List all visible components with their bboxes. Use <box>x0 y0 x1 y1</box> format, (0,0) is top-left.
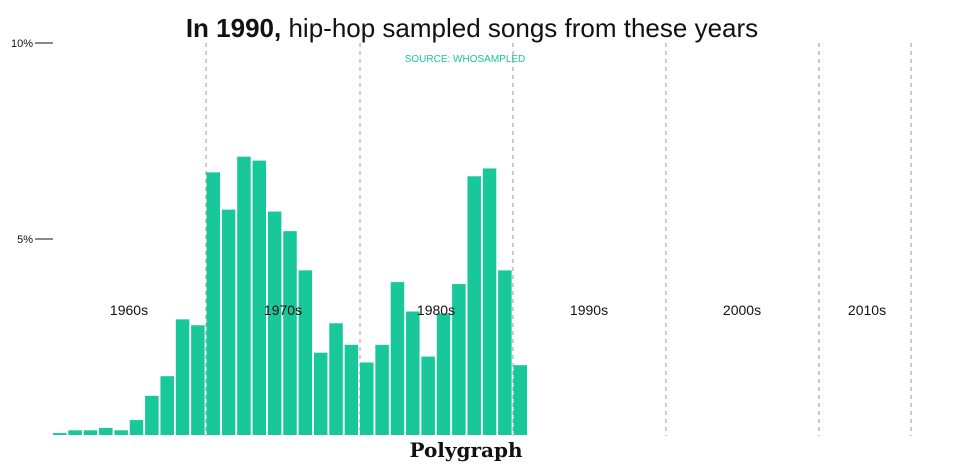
bar-1984 <box>421 356 435 435</box>
bar-1990 <box>513 365 527 435</box>
bar-1985 <box>436 313 451 435</box>
decade-divider-lines <box>205 43 912 436</box>
bar-1968 <box>175 319 190 435</box>
bar-1975 <box>283 231 297 435</box>
bar-1960 <box>53 433 67 435</box>
decade-labels: 1960s 1970s 1980s 1990s 2000s 2010s <box>110 302 886 318</box>
decade-label-1960: 1960s <box>110 302 148 318</box>
bar-1988 <box>482 168 497 435</box>
y-axis: 10% 5% <box>11 38 53 246</box>
decade-label-1980: 1980s <box>417 302 455 318</box>
bar-1977 <box>313 352 328 435</box>
bar-1972 <box>237 156 251 435</box>
bar-1987 <box>467 176 481 435</box>
bar-1963 <box>99 427 113 435</box>
bar-1962 <box>83 430 98 435</box>
bar-1965 <box>129 420 144 435</box>
bar-1967 <box>160 376 174 435</box>
bar-1980 <box>360 362 374 435</box>
bar-1974 <box>267 211 282 435</box>
bar-1971 <box>221 209 236 435</box>
bar-1969 <box>191 325 205 435</box>
decade-label-2000: 2000s <box>723 302 761 318</box>
y-tick-label-5: 5% <box>17 234 33 246</box>
polygraph-logo: Polygraph <box>409 438 523 462</box>
bar-1979 <box>344 344 359 435</box>
bar-1970 <box>206 172 220 436</box>
chart-title-rest: hip-hop sampled songs from these years <box>281 13 758 43</box>
bar-1964 <box>114 430 128 435</box>
chart-title-bold: In 1990, <box>186 13 281 43</box>
bar-1976 <box>298 270 313 435</box>
bar-1961 <box>68 430 82 435</box>
y-tick-label-10: 10% <box>11 38 33 50</box>
bar-1989 <box>498 270 512 435</box>
chart-title: In 1990, hip-hop sampled songs from thes… <box>186 13 758 43</box>
bar-1978 <box>329 323 343 435</box>
decade-label-1970: 1970s <box>264 302 302 318</box>
bar-1981 <box>375 344 389 435</box>
bar-1983 <box>406 311 420 435</box>
source-label: SOURCE: WHOSAMPLED <box>405 54 526 65</box>
bar-1973 <box>252 160 267 435</box>
bar-1986 <box>452 284 466 435</box>
bar-series <box>53 156 527 436</box>
decade-label-2010: 2010s <box>848 302 886 318</box>
bar-1966 <box>145 395 159 435</box>
bar-1982 <box>390 282 405 435</box>
decade-label-1990: 1990s <box>570 302 608 318</box>
